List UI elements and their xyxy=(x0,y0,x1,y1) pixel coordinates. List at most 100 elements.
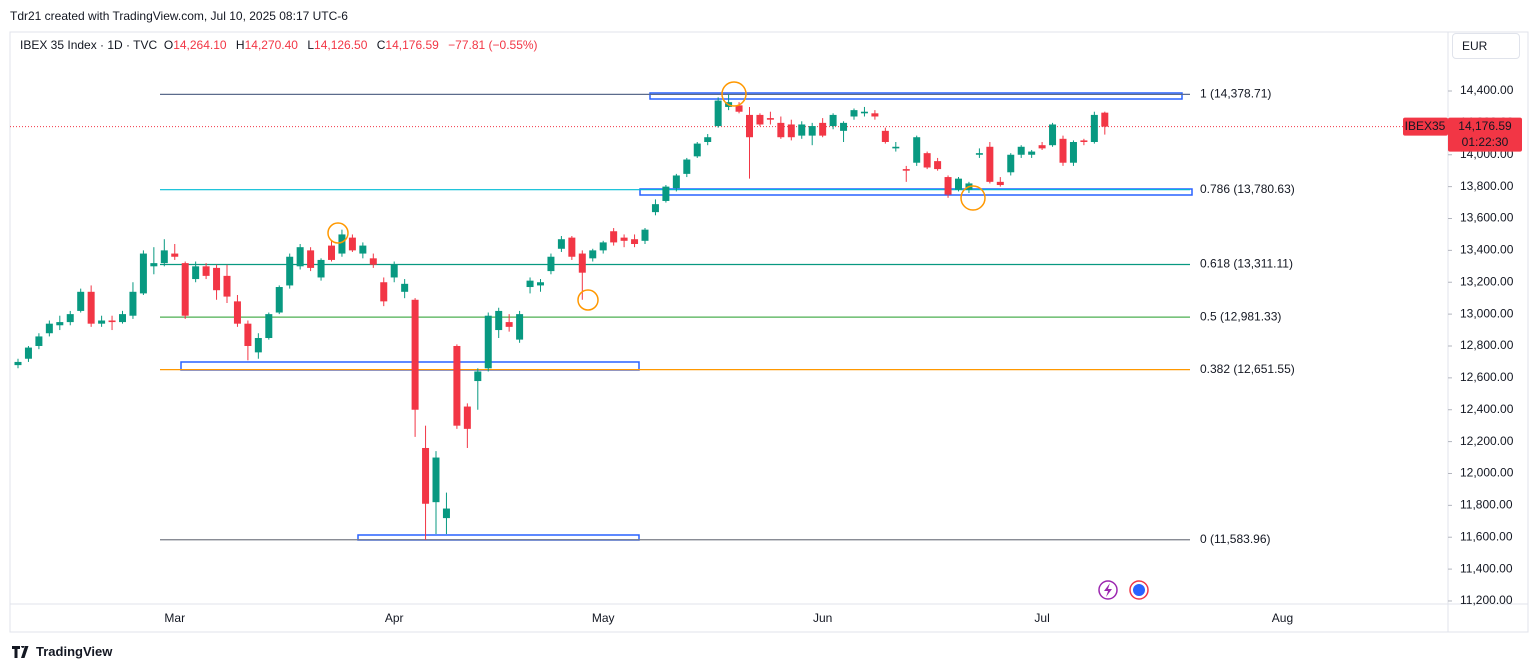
candle-body xyxy=(975,153,983,155)
y-tick-label: 11,600.00 xyxy=(1460,529,1513,543)
candle-body xyxy=(913,137,921,163)
candle-body xyxy=(45,323,53,334)
y-tick-label: 12,200.00 xyxy=(1460,434,1514,448)
ohlc-value: 14,270.40 xyxy=(244,38,298,52)
candle-body xyxy=(568,237,576,257)
y-tick-label: 13,600.00 xyxy=(1460,211,1514,225)
y-tick-label: 11,800.00 xyxy=(1460,498,1513,512)
candle-body xyxy=(275,287,283,313)
footer: TradingView xyxy=(12,644,112,659)
candle-body xyxy=(840,122,848,131)
candle-body xyxy=(380,282,388,302)
candle-body xyxy=(463,406,471,429)
candle-body xyxy=(233,301,241,324)
candle-body xyxy=(599,242,607,251)
candle-body xyxy=(265,314,273,339)
candle-body xyxy=(317,259,325,278)
candle-body xyxy=(934,161,942,170)
candle-body xyxy=(808,126,816,136)
candle-body xyxy=(578,253,586,273)
zone-box xyxy=(180,361,640,371)
x-tick-label: Jun xyxy=(813,611,832,625)
candle-body xyxy=(798,124,806,136)
candle-body xyxy=(296,247,304,267)
candle-body xyxy=(1007,154,1015,173)
candle-body xyxy=(328,245,335,260)
candle-body xyxy=(56,322,64,326)
highlight-circle xyxy=(721,81,747,107)
candle-body xyxy=(213,267,221,291)
symbol-legend: IBEX 35 Index · 1D · TVC O14,264.10 H14,… xyxy=(20,38,544,52)
x-tick-label: Aug xyxy=(1272,611,1293,625)
candle-body xyxy=(672,175,680,189)
candle-body xyxy=(620,237,628,241)
highlight-circle xyxy=(577,289,599,311)
ohlc-value: 14,264.10 xyxy=(173,38,227,52)
candle-body xyxy=(422,447,430,504)
candle-body xyxy=(442,508,450,519)
y-tick-label: 12,600.00 xyxy=(1460,370,1514,384)
candle-body xyxy=(401,283,409,292)
candle-body xyxy=(286,256,294,286)
candle-body xyxy=(819,122,827,136)
y-tick-label: 11,400.00 xyxy=(1460,561,1513,575)
candle-body xyxy=(432,457,440,503)
x-tick-label: May xyxy=(592,611,615,625)
candle-body xyxy=(411,299,419,410)
candle-body xyxy=(77,291,85,311)
candle-body xyxy=(119,314,126,323)
candle-body xyxy=(129,291,137,316)
fib-label: 0.786 (13,780.63) xyxy=(1200,182,1295,196)
candle-body xyxy=(787,124,795,138)
candle-body xyxy=(1090,114,1098,143)
y-tick-label: 14,400.00 xyxy=(1460,83,1514,97)
candle-body xyxy=(986,146,994,182)
ohlc-key: L xyxy=(307,38,315,52)
candle-body xyxy=(453,345,461,426)
candle-body xyxy=(66,314,74,323)
candle-body xyxy=(98,320,106,324)
candle-body xyxy=(704,137,712,143)
candle-body xyxy=(651,204,659,213)
candle-body xyxy=(307,250,315,268)
candle-body xyxy=(24,347,32,359)
y-tick-label: 11,200.00 xyxy=(1460,593,1513,607)
candle-body xyxy=(1049,124,1057,146)
candle-body xyxy=(181,263,189,316)
candle-body xyxy=(955,178,962,190)
candle-body xyxy=(14,361,22,366)
zone-box xyxy=(639,188,1193,196)
y-tick-label: 13,400.00 xyxy=(1460,243,1514,257)
candle-body xyxy=(348,237,356,251)
symbol-tag: IBEX35 xyxy=(1405,119,1446,133)
last-price: 14,176.59 xyxy=(1458,119,1512,133)
candle-body xyxy=(996,181,1004,186)
currency-button[interactable]: EUR xyxy=(1452,33,1520,59)
candle-body xyxy=(474,371,482,382)
fib-label: 0 (11,583.96) xyxy=(1200,532,1271,546)
candle-body xyxy=(746,114,753,138)
candle-body xyxy=(547,256,555,272)
candle-body xyxy=(892,146,900,149)
symbol: IBEX 35 Index · 1D · TVC xyxy=(20,38,158,52)
brand-logo xyxy=(12,645,29,658)
ohlc-value: 14,126.50 xyxy=(314,38,368,52)
candle-body xyxy=(850,110,858,117)
candle-body xyxy=(254,338,262,353)
ohlc-key: C xyxy=(376,38,386,52)
ohlc-key: O xyxy=(163,38,174,52)
candle-body xyxy=(756,114,764,125)
candle-body xyxy=(683,159,691,174)
zone-box xyxy=(649,92,1183,100)
candle-body xyxy=(87,291,95,324)
candle-body xyxy=(139,253,147,294)
candle-body xyxy=(192,266,200,280)
fib-label: 0.5 (12,981.33) xyxy=(1200,309,1281,323)
event-icon-bolt xyxy=(1104,583,1112,597)
candle-body xyxy=(537,282,544,286)
countdown: 01:22:30 xyxy=(1462,135,1509,149)
candle-body xyxy=(338,234,346,254)
candle-body xyxy=(589,250,597,259)
candle-body xyxy=(108,320,116,323)
